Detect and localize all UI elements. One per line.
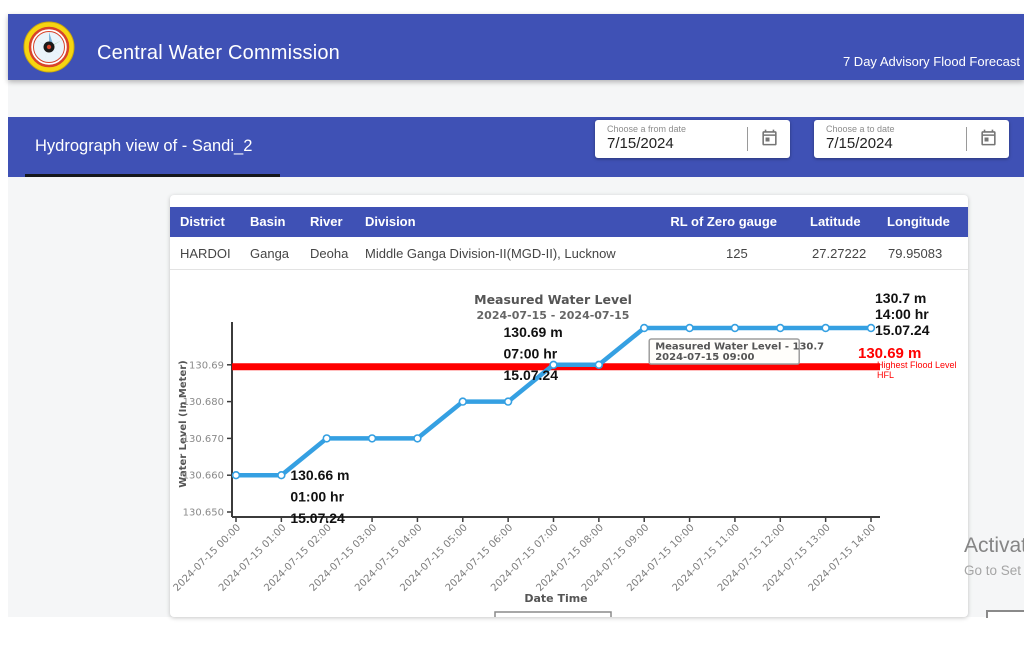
cell-longitude: 79.95083 (888, 246, 943, 261)
page-title: Hydrograph view of - Sandi_2 (35, 137, 253, 155)
data-point-marker (231, 471, 241, 480)
hfl-sublabel: HFL (877, 370, 894, 380)
watermark-line2: Go to Set (964, 563, 1022, 578)
data-point-marker (503, 397, 513, 406)
y-tick-label: 130.650 (183, 508, 224, 519)
hydrograph-card: District Basin River Division RL of Zero… (170, 195, 968, 617)
calendar-icon[interactable] (755, 128, 783, 150)
chart-tooltip (648, 338, 800, 365)
data-point-marker (821, 323, 830, 333)
point-annotation: 15.07.24 (504, 367, 559, 383)
point-annotation: 130.69 m (504, 324, 563, 340)
data-point-marker (730, 323, 740, 333)
y-tick-label: 130.670 (183, 434, 224, 445)
hfl-sublabel: Highest Flood Level (877, 360, 957, 370)
data-point-marker (322, 434, 331, 443)
col-basin: Basin (250, 214, 286, 229)
tooltip-title: Measured Water Level - 130.7 (655, 342, 824, 353)
x-axis-title: Date Time (524, 592, 587, 605)
station-table-header: District Basin River Division RL of Zero… (170, 207, 968, 237)
data-point-marker (866, 323, 876, 333)
col-river: River (310, 214, 343, 229)
nav-link-flood-forecast[interactable]: 7 Day Advisory Flood Forecast (842, 54, 1020, 69)
data-point-marker (776, 323, 785, 333)
active-tab-indicator (25, 174, 280, 177)
col-latitude: Latitude (810, 214, 861, 229)
chart-legend-box[interactable] (494, 611, 612, 617)
chart-subtitle: 2024-07-15 - 2024-07-15 (477, 309, 630, 322)
to-date-value[interactable]: 7/15/2024 (826, 135, 893, 152)
data-point-marker (594, 360, 604, 370)
chart-title: Measured Water Level (474, 292, 632, 307)
col-district: District (180, 214, 225, 229)
point-annotation: 07:00 hr (504, 345, 558, 361)
app-header: Central Water Commission 7 Day Advisory … (8, 14, 1024, 80)
field-divider (747, 127, 748, 151)
from-date-value[interactable]: 7/15/2024 (607, 135, 674, 152)
point-annotation: 130.7 m (875, 290, 926, 306)
point-annotation: 01:00 hr (290, 489, 344, 505)
cwc-logo-icon (22, 20, 76, 74)
col-rl-zero-gauge: RL of Zero gauge (670, 214, 777, 229)
cell-rl-zero-gauge: 125 (726, 246, 748, 261)
point-annotation: 15.07.24 (290, 510, 345, 526)
field-divider (966, 127, 967, 151)
y-tick-label: 130.660 (183, 471, 224, 482)
hydrograph-chart[interactable]: Measured Water Level 2024-07-15 - 2024-0… (170, 280, 968, 617)
col-longitude: Longitude (887, 214, 950, 229)
y-axis-title: Water Level (In Meter) (178, 360, 189, 487)
y-tick-label: 130.69 (189, 360, 224, 371)
to-date-field[interactable]: Choose a to date 7/15/2024 (814, 120, 1009, 158)
tooltip-subtitle: 2024-07-15 09:00 (655, 352, 754, 363)
from-date-label: Choose a from date (607, 124, 687, 134)
cell-river: Deoha (310, 246, 349, 261)
cell-basin: Ganga (250, 246, 290, 261)
from-date-field[interactable]: Choose a from date 7/15/2024 (595, 120, 790, 158)
cell-latitude: 27.27222 (812, 246, 867, 261)
calendar-icon[interactable] (974, 128, 1002, 150)
activation-watermark: Activat Go to Set (964, 534, 1024, 578)
cell-district: HARDOI (180, 246, 231, 261)
app-title: Central Water Commission (97, 42, 341, 64)
hfl-value-label: 130.69 m (858, 345, 921, 362)
table-row: HARDOI Ganga Deoha Middle Ganga Division… (170, 237, 968, 270)
data-point-marker (640, 323, 649, 333)
point-annotation: 15.07.24 (875, 322, 930, 338)
station-table: District Basin River Division RL of Zero… (170, 207, 968, 270)
y-tick-label: 130.680 (183, 397, 224, 408)
data-point-marker (413, 434, 422, 443)
watermark-line1: Activat (964, 534, 1024, 557)
data-point-marker (549, 360, 558, 370)
section-bar: Hydrograph view of - Sandi_2 Choose a fr… (8, 117, 1024, 177)
cell-division: Middle Ganga Division-II(MGD-II), Luckno… (365, 246, 616, 261)
col-division: Division (365, 214, 416, 229)
data-point-marker (458, 397, 467, 406)
cut-off-panel-edge (986, 610, 1024, 618)
point-annotation: 14:00 hr (875, 306, 929, 322)
data-point-marker (367, 434, 377, 443)
to-date-label: Choose a to date (826, 124, 895, 134)
data-point-marker (277, 471, 286, 480)
point-annotation: 130.66 m (290, 467, 349, 483)
data-point-marker (685, 323, 694, 333)
